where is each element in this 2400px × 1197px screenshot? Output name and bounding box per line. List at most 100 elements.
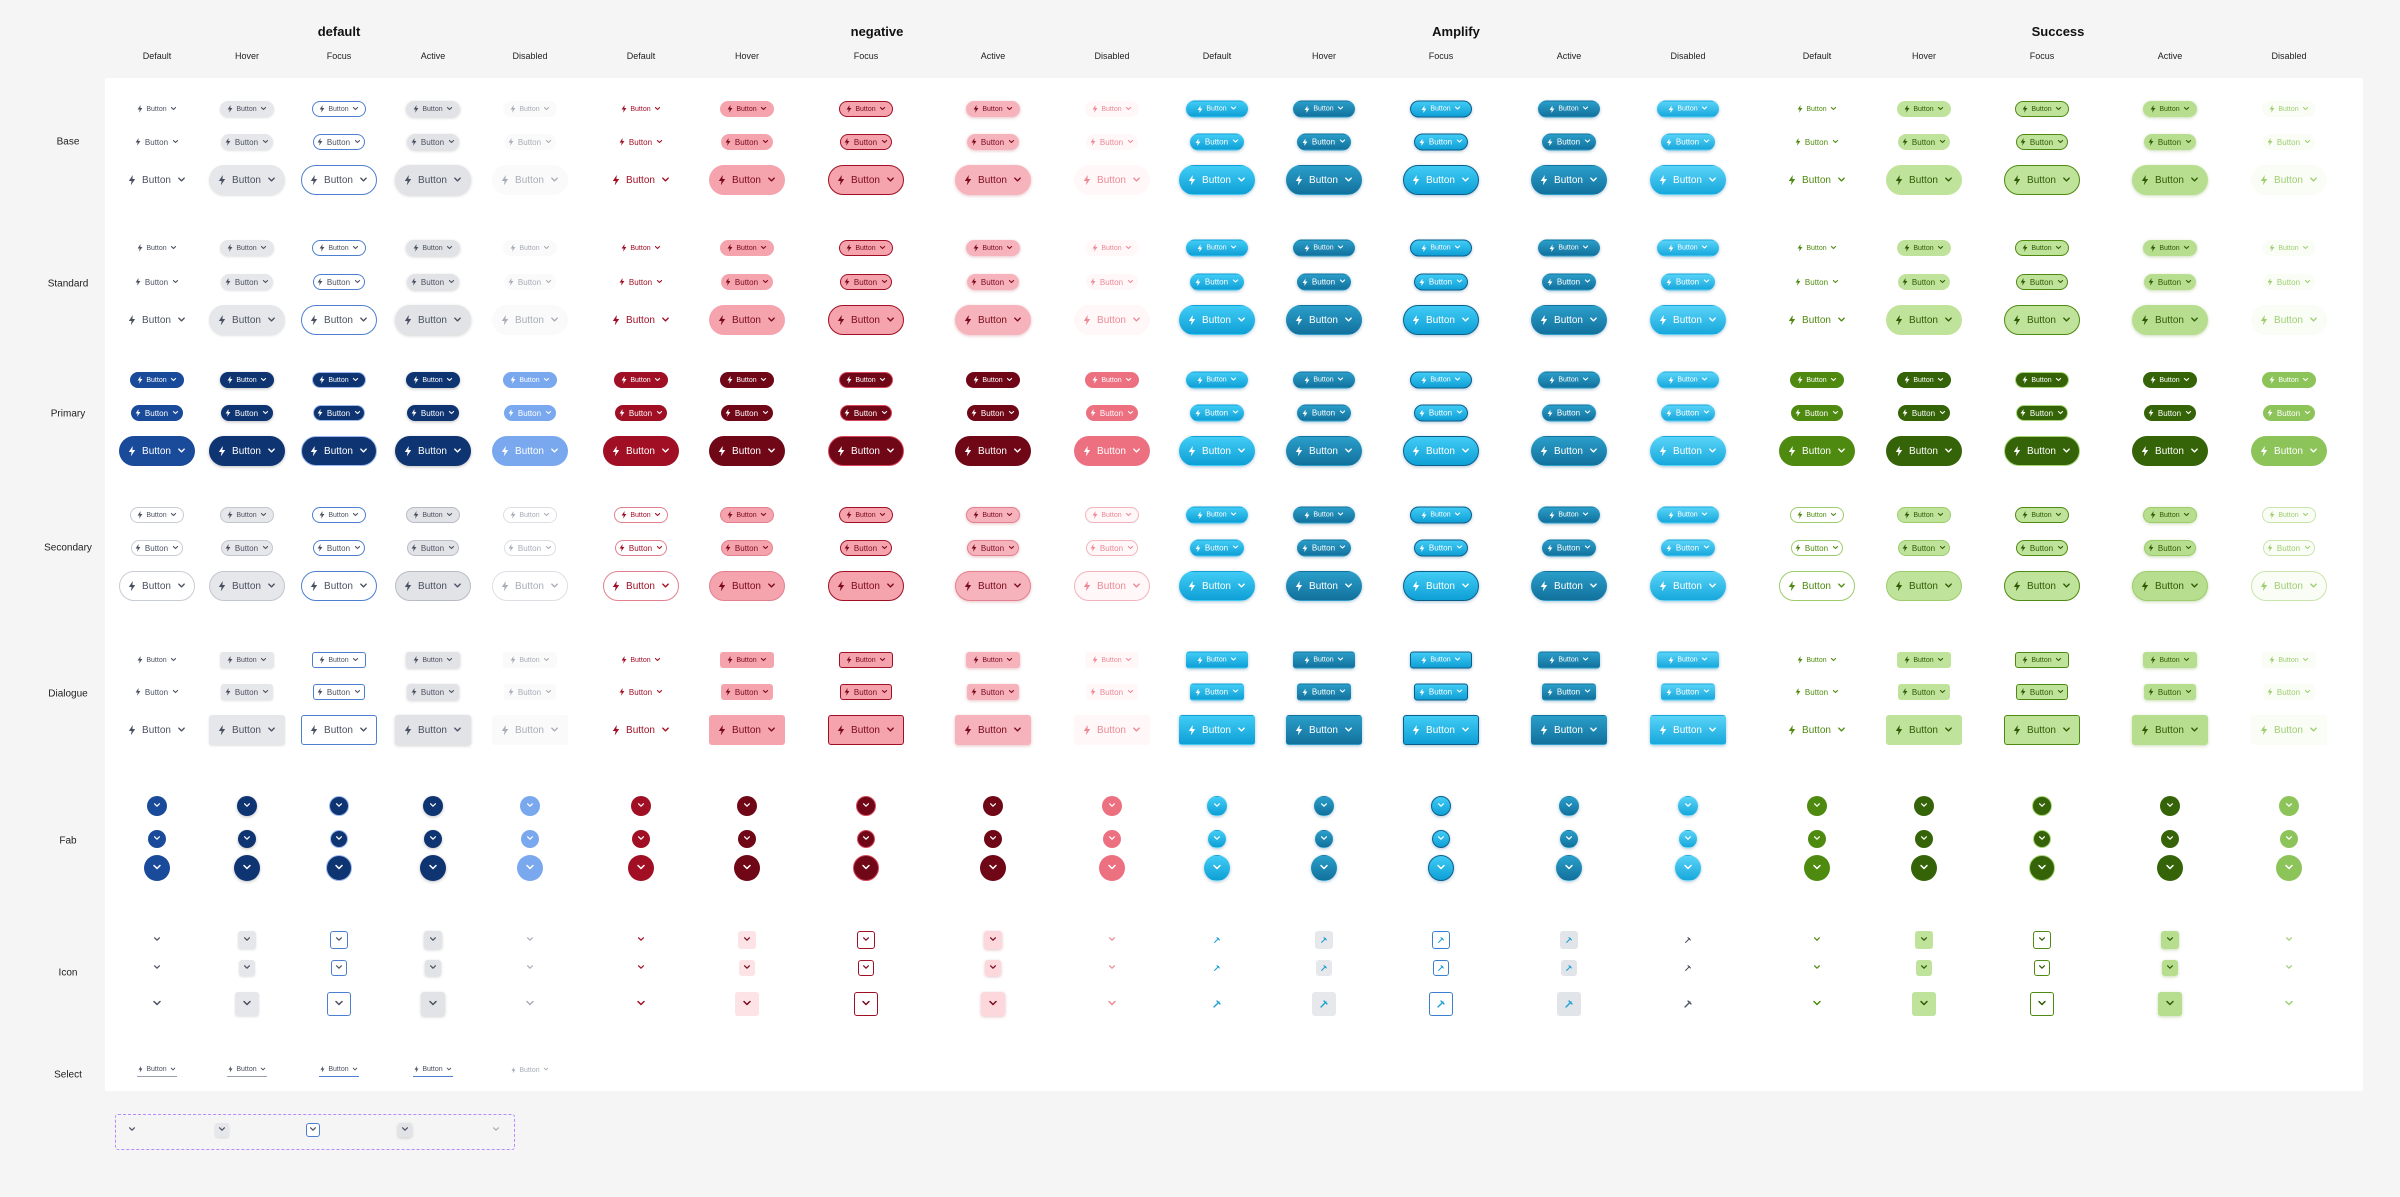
fab-button-negative-disabled[interactable]: [1102, 796, 1122, 816]
secondary-button-success-disabled[interactable]: Button: [2251, 571, 2327, 601]
standard-button-amplify-disabled[interactable]: Button: [1661, 273, 1715, 291]
fab-button-success-default[interactable]: [1808, 830, 1826, 848]
fab-button-amplify-focus[interactable]: [1431, 796, 1451, 816]
fab-button-amplify-focus[interactable]: [1432, 830, 1450, 848]
dialogue-button-amplify-disabled[interactable]: Button: [1657, 651, 1719, 669]
icon-button-default-active[interactable]: [425, 960, 441, 976]
standard-button-negative-active[interactable]: Button: [966, 240, 1020, 256]
primary-button-negative-default[interactable]: Button: [603, 436, 679, 466]
primary-button-default-active[interactable]: Button: [406, 372, 460, 388]
base-button-success-hover[interactable]: Button: [1898, 134, 1950, 150]
primary-button-success-default[interactable]: Button: [1779, 436, 1855, 466]
base-button-amplify-focus[interactable]: Button: [1410, 100, 1472, 118]
dialogue-button-success-hover[interactable]: Button: [1898, 684, 1950, 700]
icon-button-success-hover[interactable]: [1915, 931, 1933, 949]
standard-button-amplify-active[interactable]: Button: [1542, 273, 1596, 291]
standard-button-success-disabled[interactable]: Button: [2262, 240, 2316, 256]
primary-button-default-focus[interactable]: Button: [301, 436, 377, 466]
standard-button-default-hover[interactable]: Button: [220, 240, 274, 256]
standard-button-negative-focus[interactable]: Button: [840, 274, 892, 290]
icon-button-negative-active[interactable]: [985, 960, 1001, 976]
icon-button-negative-focus[interactable]: [854, 992, 878, 1016]
dialogue-button-default-active[interactable]: Button: [407, 684, 459, 700]
base-button-amplify-disabled[interactable]: Button: [1650, 165, 1726, 195]
icon-button-default-disabled[interactable]: [518, 992, 542, 1016]
fab-button-default-active[interactable]: [423, 796, 443, 816]
primary-button-negative-focus[interactable]: Button: [839, 372, 893, 388]
standard-button-amplify-active[interactable]: Button: [1538, 239, 1600, 257]
standard-button-default-active[interactable]: Button: [406, 240, 460, 256]
secondary-button-negative-disabled[interactable]: Button: [1074, 571, 1150, 601]
base-button-negative-default[interactable]: Button: [614, 101, 668, 117]
primary-button-success-hover[interactable]: Button: [1897, 372, 1951, 388]
standard-button-negative-default[interactable]: Button: [615, 274, 667, 290]
icon-button-default-focus[interactable]: [327, 992, 351, 1016]
base-button-amplify-default[interactable]: Button: [1179, 165, 1255, 195]
standard-button-default-hover[interactable]: Button: [209, 305, 285, 335]
standard-button-default-disabled[interactable]: Button: [503, 240, 557, 256]
dialogue-button-amplify-focus[interactable]: Button: [1410, 651, 1472, 669]
icon-button-negative-hover[interactable]: [735, 992, 759, 1016]
base-button-success-default[interactable]: Button: [1790, 101, 1844, 117]
secondary-button-default-focus[interactable]: Button: [312, 507, 366, 523]
icon-button-success-disabled[interactable]: [2277, 992, 2301, 1016]
secondary-button-success-focus[interactable]: Button: [2015, 507, 2069, 523]
primary-button-default-default[interactable]: Button: [131, 405, 183, 421]
dialogue-button-default-disabled[interactable]: Button: [504, 684, 556, 700]
secondary-button-success-default[interactable]: Button: [1791, 540, 1843, 556]
dialogue-button-amplify-default[interactable]: Button: [1190, 683, 1244, 701]
standard-button-negative-hover[interactable]: Button: [720, 240, 774, 256]
base-button-negative-focus[interactable]: Button: [840, 134, 892, 150]
base-button-default-default[interactable]: Button: [119, 165, 195, 195]
primary-button-default-hover[interactable]: Button: [209, 436, 285, 466]
icon-button-amplify-focus[interactable]: [1433, 960, 1449, 976]
fab-button-amplify-active[interactable]: [1560, 830, 1578, 848]
fab-button-default-disabled[interactable]: [520, 796, 540, 816]
standard-button-success-disabled[interactable]: Button: [2263, 274, 2315, 290]
fab-button-default-default[interactable]: [144, 855, 170, 881]
secondary-button-amplify-disabled[interactable]: Button: [1650, 571, 1726, 601]
secondary-button-default-hover[interactable]: Button: [220, 507, 274, 523]
primary-button-default-disabled[interactable]: Button: [504, 405, 556, 421]
primary-button-negative-active[interactable]: Button: [966, 372, 1020, 388]
fab-button-success-hover[interactable]: [1914, 796, 1934, 816]
select-focus[interactable]: Button: [319, 1063, 359, 1077]
dialogue-button-negative-disabled[interactable]: Button: [1074, 715, 1150, 745]
base-button-amplify-focus[interactable]: Button: [1403, 165, 1479, 195]
dialogue-button-success-focus[interactable]: Button: [2016, 684, 2068, 700]
standard-button-success-hover[interactable]: Button: [1886, 305, 1962, 335]
dialogue-button-success-hover[interactable]: Button: [1886, 715, 1962, 745]
primary-button-default-hover[interactable]: Button: [220, 372, 274, 388]
dialogue-button-default-focus[interactable]: Button: [301, 715, 377, 745]
base-button-default-focus[interactable]: Button: [313, 134, 365, 150]
icon-button-default-disabled[interactable]: [522, 960, 538, 976]
standard-button-default-disabled[interactable]: Button: [492, 305, 568, 335]
primary-button-negative-hover[interactable]: Button: [709, 436, 785, 466]
fab-button-negative-hover[interactable]: [737, 796, 757, 816]
dialogue-button-amplify-disabled[interactable]: Button: [1650, 715, 1726, 745]
base-button-default-hover[interactable]: Button: [220, 101, 274, 117]
secondary-button-amplify-hover[interactable]: Button: [1286, 571, 1362, 601]
fab-button-amplify-disabled[interactable]: [1678, 796, 1698, 816]
fab-button-success-active[interactable]: [2160, 796, 2180, 816]
secondary-button-negative-default[interactable]: Button: [615, 540, 667, 556]
icon-button-negative-default[interactable]: [629, 992, 653, 1016]
primary-button-negative-disabled[interactable]: Button: [1074, 436, 1150, 466]
base-button-success-hover[interactable]: Button: [1897, 101, 1951, 117]
standard-button-default-default[interactable]: Button: [119, 305, 195, 335]
fab-button-negative-hover[interactable]: [738, 830, 756, 848]
primary-button-success-active[interactable]: Button: [2143, 372, 2197, 388]
dialogue-button-default-focus[interactable]: Button: [312, 652, 366, 668]
icon-button-default-disabled[interactable]: [521, 931, 539, 949]
dialogue-button-success-disabled[interactable]: Button: [2262, 652, 2316, 668]
base-button-negative-default[interactable]: Button: [615, 134, 667, 150]
dialogue-button-negative-focus[interactable]: Button: [828, 715, 904, 745]
primary-button-default-active[interactable]: Button: [395, 436, 471, 466]
dialogue-button-default-default[interactable]: Button: [131, 684, 183, 700]
fab-button-success-focus[interactable]: [2033, 830, 2051, 848]
fab-button-negative-active[interactable]: [980, 855, 1006, 881]
base-button-amplify-active[interactable]: Button: [1542, 133, 1596, 151]
icon-button-success-active[interactable]: [2158, 992, 2182, 1016]
dialogue-button-default-disabled[interactable]: Button: [492, 715, 568, 745]
base-button-success-default[interactable]: Button: [1791, 134, 1843, 150]
